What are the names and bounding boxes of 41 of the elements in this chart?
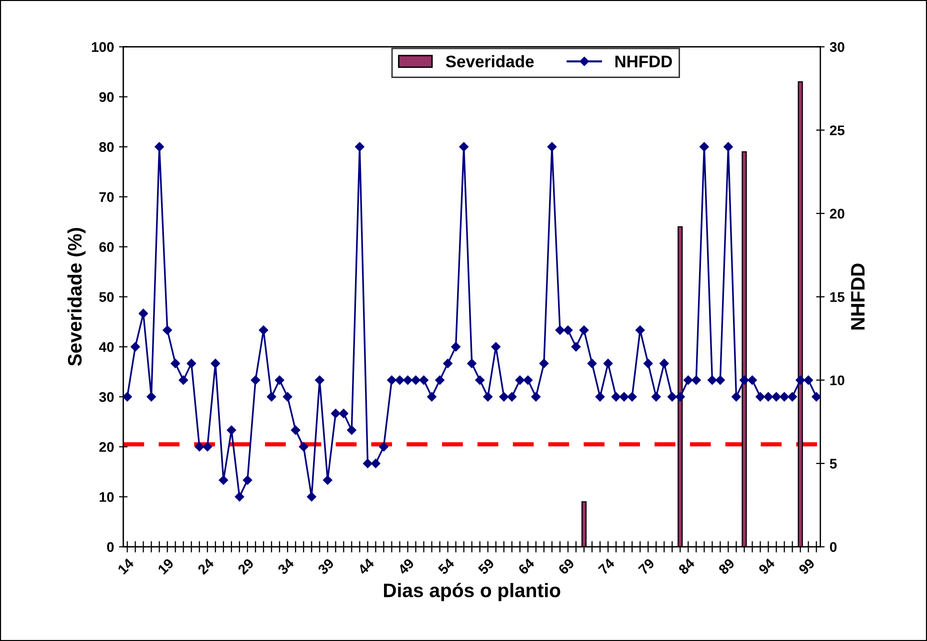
y-tick-label: 20: [99, 442, 114, 452]
x-tick-label: 84: [678, 558, 696, 576]
y-tick-label: 100: [92, 42, 114, 52]
y-tick-label: 60: [99, 242, 114, 252]
y2-tick-label: 20: [830, 208, 844, 219]
y-axis-title: Severidade (%): [67, 228, 86, 366]
y2-tick-label: 30: [830, 42, 844, 52]
y2-tick-label: 10: [830, 375, 844, 386]
y2-axis-title: NHFDD: [851, 264, 865, 330]
legend-label: Severidade: [446, 55, 534, 68]
x-tick-label: 34: [277, 558, 295, 576]
x-tick-label: 54: [438, 558, 455, 576]
x-tick-label: 19: [157, 558, 174, 575]
y-tick-label: 0: [107, 542, 114, 552]
x-tick-label: 59: [478, 558, 495, 576]
y-tick-label: 90: [99, 92, 114, 102]
y2-tick-label: 5: [830, 458, 837, 469]
x-tick-label: 89: [718, 558, 736, 576]
y-tick-label: 30: [99, 392, 114, 402]
x-tick-label: 74: [598, 558, 616, 575]
x-tick-label: 14: [117, 558, 134, 575]
x-tick-label: 24: [197, 558, 214, 575]
x-tick-label: 39: [317, 558, 334, 576]
x-axis-title: Dias após o plantio: [384, 582, 560, 602]
y-tick-label: 10: [100, 492, 114, 502]
x-tick-label: 64: [518, 558, 536, 575]
y-tick-label: 40: [99, 342, 114, 352]
x-tick-label: 99: [798, 558, 816, 575]
y2-tick-label: 15: [830, 292, 844, 302]
x-tick-label: 94: [758, 558, 776, 575]
y2-tick-label: 0: [830, 542, 837, 552]
x-tick-label: 69: [558, 558, 575, 575]
x-tick-label: 49: [397, 558, 415, 576]
y-tick-label: 50: [99, 292, 114, 302]
y-tick-label: 70: [99, 192, 114, 202]
y2-tick-label: 25: [830, 125, 844, 136]
legend-label: NHFDD: [615, 56, 672, 68]
x-tick-label: 29: [237, 558, 254, 575]
x-tick-label: 79: [638, 558, 655, 575]
x-tick-label: 44: [357, 558, 375, 576]
y-tick-label: 80: [99, 142, 114, 152]
